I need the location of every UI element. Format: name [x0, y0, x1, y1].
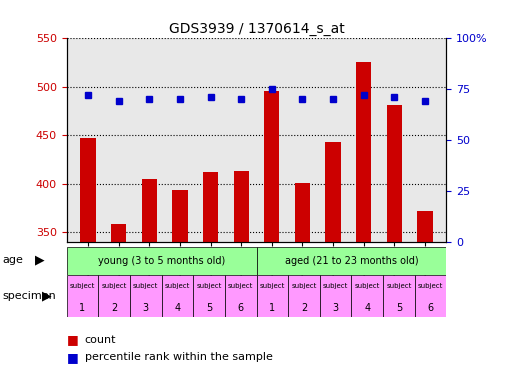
- Bar: [162, 275, 193, 317]
- Bar: [383, 275, 415, 317]
- Text: 1: 1: [269, 303, 275, 313]
- Text: subject: subject: [386, 283, 411, 290]
- Text: subject: subject: [102, 283, 127, 290]
- Text: 2: 2: [111, 303, 117, 313]
- Text: subject: subject: [354, 283, 380, 290]
- Bar: [67, 247, 256, 275]
- Text: ▶: ▶: [42, 289, 52, 302]
- Text: 4: 4: [174, 303, 181, 313]
- Text: subject: subject: [70, 283, 95, 290]
- Bar: [193, 275, 225, 317]
- Bar: [325, 142, 341, 242]
- Text: 6: 6: [427, 303, 433, 313]
- Bar: [320, 275, 351, 317]
- Text: subject: subject: [228, 283, 253, 290]
- Bar: [172, 190, 188, 242]
- Text: subject: subject: [133, 283, 159, 290]
- Text: subject: subject: [260, 283, 285, 290]
- Text: 5: 5: [396, 303, 402, 313]
- Text: ■: ■: [67, 351, 78, 364]
- Bar: [356, 62, 371, 242]
- Text: 4: 4: [364, 303, 370, 313]
- Text: subject: subject: [165, 283, 190, 290]
- Bar: [203, 172, 218, 242]
- Bar: [67, 275, 98, 317]
- Bar: [111, 225, 126, 242]
- Bar: [351, 275, 383, 317]
- Text: 3: 3: [143, 303, 149, 313]
- Bar: [417, 211, 432, 242]
- Bar: [225, 275, 256, 317]
- Bar: [98, 275, 130, 317]
- Text: ▶: ▶: [35, 254, 45, 267]
- Text: subject: subject: [196, 283, 222, 290]
- Bar: [130, 275, 162, 317]
- Text: aged (21 to 23 months old): aged (21 to 23 months old): [285, 256, 418, 266]
- Bar: [295, 183, 310, 242]
- Text: 6: 6: [238, 303, 244, 313]
- Title: GDS3939 / 1370614_s_at: GDS3939 / 1370614_s_at: [169, 22, 344, 36]
- Bar: [387, 105, 402, 242]
- Text: specimen: specimen: [3, 291, 56, 301]
- Text: subject: subject: [323, 283, 348, 290]
- Text: 1: 1: [80, 303, 86, 313]
- Bar: [142, 179, 157, 242]
- Text: 5: 5: [206, 303, 212, 313]
- Bar: [288, 275, 320, 317]
- Text: young (3 to 5 months old): young (3 to 5 months old): [98, 256, 225, 266]
- Text: subject: subject: [418, 283, 443, 290]
- Text: 3: 3: [332, 303, 339, 313]
- Text: ■: ■: [67, 333, 78, 346]
- Bar: [81, 138, 96, 242]
- Text: subject: subject: [291, 283, 317, 290]
- Bar: [233, 171, 249, 242]
- Bar: [256, 247, 446, 275]
- Bar: [264, 91, 280, 242]
- Text: age: age: [3, 255, 24, 265]
- Text: percentile rank within the sample: percentile rank within the sample: [85, 352, 272, 362]
- Bar: [256, 275, 288, 317]
- Text: count: count: [85, 335, 116, 345]
- Text: 2: 2: [301, 303, 307, 313]
- Bar: [415, 275, 446, 317]
